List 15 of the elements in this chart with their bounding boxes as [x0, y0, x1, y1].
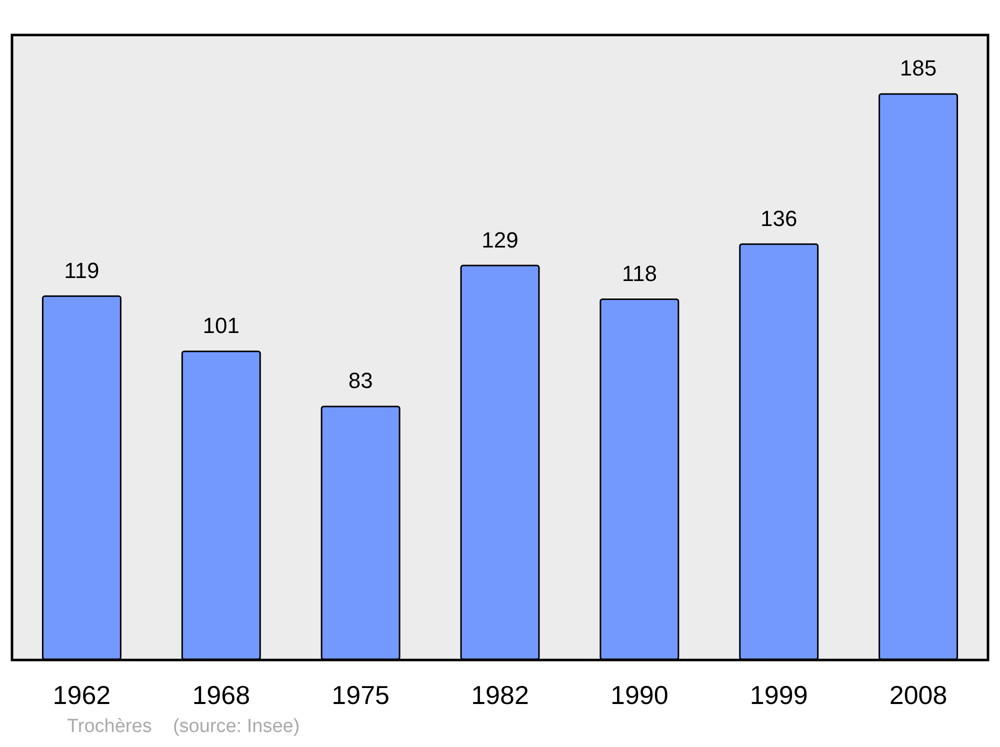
x-tick-label: 1982 — [471, 680, 529, 710]
data-label: 129 — [482, 227, 518, 252]
data-label: 101 — [202, 313, 240, 338]
data-label: 136 — [760, 206, 798, 231]
data-label: 185 — [900, 56, 937, 81]
data-label: 83 — [348, 368, 373, 394]
data-label: 118 — [622, 260, 657, 286]
x-tick-label: 1975 — [332, 680, 390, 710]
text: Trochères (source: Insee) — [67, 716, 300, 737]
x-tick-label: 1999 — [750, 680, 808, 710]
x-tick-label: 1962 — [52, 680, 111, 710]
x-tick-label: 2008 — [889, 680, 948, 710]
data-label: 119 — [64, 258, 100, 283]
x-tick-label: 1990 — [610, 680, 668, 710]
x-tick-label: 1968 — [192, 680, 250, 710]
